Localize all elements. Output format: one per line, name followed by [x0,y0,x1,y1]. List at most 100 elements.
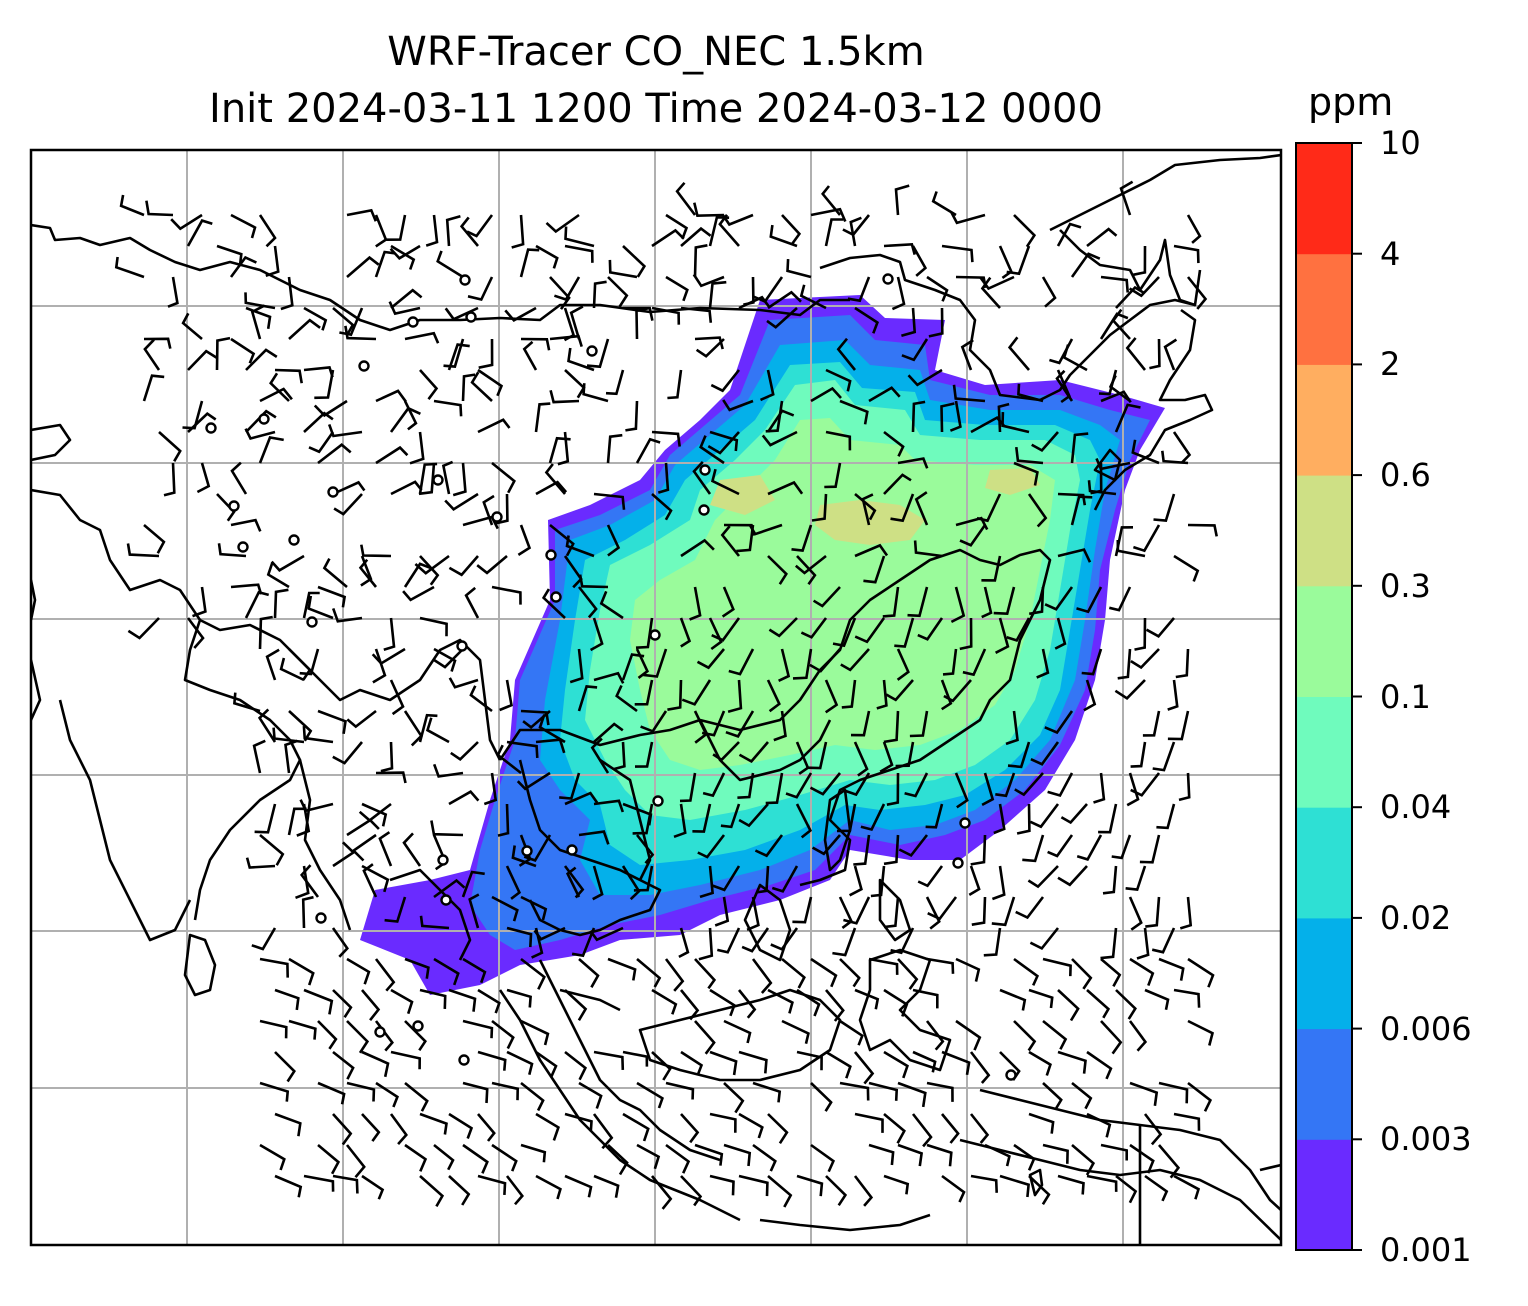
wind-barb [307,595,334,620]
wind-barb [949,400,962,432]
wind-barb [1143,1113,1163,1146]
wind-barb [1125,865,1147,892]
wind-barb [832,927,857,957]
wind-barb [593,799,625,813]
wind-barb [313,399,348,418]
wind-barb [258,436,284,464]
wind-barb [885,679,914,702]
wind-barb [952,384,986,403]
wind-barb [756,865,770,894]
colorbar-unit-label: ppm [1308,80,1394,124]
wind-barb [346,255,380,278]
wind-barb [565,535,595,558]
wind-barb [635,437,661,464]
wind-barb [361,1113,381,1142]
colorbar-tick-label: 10 [1380,124,1421,162]
wind-barb [651,493,673,521]
wind-barb [1167,710,1190,741]
wind-barb [1126,772,1140,807]
wind-barb [361,802,388,827]
wind-barb [651,228,685,248]
wind-barb [926,275,949,302]
wind-barb [785,772,813,799]
wind-barb [1001,412,1030,434]
wind-barb [737,989,757,1019]
wind-barb [917,617,944,641]
tracer-level-0.3 [710,468,1040,545]
wind-barb [229,255,257,278]
wind-barb [390,288,423,310]
wind-barb [244,292,276,310]
colorbar-segment [1296,475,1352,587]
wind-barb [1081,648,1103,676]
wind-barb [404,1143,428,1172]
wind-barb [1128,1020,1148,1052]
wind-barb [1042,957,1072,977]
wind-barb [894,617,915,648]
wind-barb [345,1144,366,1179]
wind-barb [709,988,736,1017]
wind-barb [346,1020,370,1054]
wind-barb [1173,1112,1201,1131]
wind-barb [622,1050,649,1067]
wind-barb [941,1050,971,1076]
wind-barb [506,1050,534,1076]
wind-barb [1130,741,1147,768]
wind-barb [441,460,454,495]
wind-barb [720,803,741,829]
wind-barb [360,544,392,558]
wind-barb [491,1019,515,1050]
wind-barb [477,1174,507,1195]
wind-barb [511,845,537,868]
wind-barb [796,1174,824,1197]
wind-barbs [114,180,1218,1210]
wind-barb [1111,834,1132,860]
wind-barb [1057,1050,1087,1074]
wind-barb [883,1113,906,1144]
wind-barb [904,772,929,798]
wind-barb [520,337,551,351]
calm-wind-marker [566,844,578,856]
wind-barb [258,214,277,248]
wind-barb [1028,1050,1052,1076]
wind-barb [959,524,987,547]
wind-barb [1115,285,1145,309]
wind-barb [854,988,880,1010]
wind-barb [665,275,689,302]
wind-barb [403,562,432,588]
wind-barb [402,585,435,602]
wind-barb [215,336,231,371]
wind-barb [1013,1143,1036,1171]
wind-barb [269,372,290,402]
wind-barb [448,555,479,577]
wind-barb [1044,710,1074,735]
wind-barb [836,803,857,833]
wind-barb [955,957,981,982]
wind-barb [1134,617,1147,651]
wind-barb [491,585,522,605]
wind-barb [781,957,806,989]
wind-barb [679,989,700,1021]
wind-barb [288,1019,317,1040]
wind-barb [843,896,871,925]
wind-barb [675,181,697,216]
calm-wind-marker [412,1020,424,1032]
wind-barb [853,1175,874,1207]
wind-barb [941,244,974,263]
wind-barb [388,301,421,316]
wind-barb [418,462,438,495]
wind-barb [287,807,307,836]
wind-barb [230,583,263,595]
wind-barb [250,304,266,340]
wind-barb [796,988,821,1017]
wind-barb [419,369,439,400]
colorbar-tick-label: 0.006 [1380,1009,1472,1048]
wind-barb [810,207,847,223]
wind-barb [926,1081,954,1102]
wind-barb [143,338,161,371]
wind-barb [883,896,900,929]
wind-barb [217,543,247,558]
wind-barb [723,1019,752,1044]
wind-barb [1144,1174,1169,1202]
wind-barb [389,679,405,716]
